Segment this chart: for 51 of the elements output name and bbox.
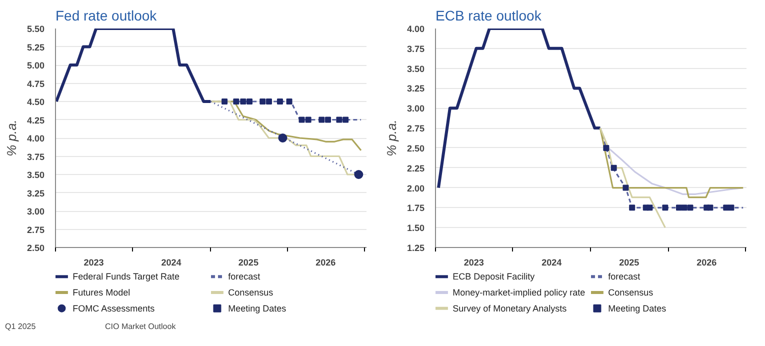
legend-label: Consensus <box>608 288 654 298</box>
y-tick-label: 2.50 <box>26 243 45 253</box>
y-tick-label: 5.00 <box>26 60 45 70</box>
text: Q1 2025 <box>5 321 36 332</box>
y-tick-label: 5.25 <box>26 42 45 52</box>
x-tick-label: 2024 <box>542 258 562 268</box>
legend-label: Consensus <box>228 288 274 298</box>
chart-title: Fed rate outlook <box>56 8 158 24</box>
y-axis-title: % p.a. <box>384 120 399 156</box>
legend-label: FOMC Assessments <box>72 303 156 314</box>
x-tick-label: 2026 <box>316 258 336 268</box>
y-tick-label: 3.75 <box>26 152 45 162</box>
legend-label: Meeting Dates <box>608 303 667 314</box>
y-tick-label: 2.75 <box>406 124 425 134</box>
y-tick-label: 4.50 <box>26 97 45 107</box>
chart-title: ECB rate outlook <box>436 8 542 24</box>
y-tick-label: 3.25 <box>406 84 425 94</box>
x-tick-label: 2025 <box>619 258 640 268</box>
y-tick-label: 2.75 <box>26 224 45 235</box>
text: CIO Market Outlook <box>105 321 176 332</box>
y-tick-label: 4.00 <box>406 24 425 34</box>
y-tick-label: 4.00 <box>26 134 45 144</box>
legend-label: ECB Deposit Facility <box>452 272 536 282</box>
legend-label: Money-market-implied policy rate <box>452 288 586 298</box>
legend-label: Survey of Monetary Analysts <box>452 303 568 314</box>
y-tick-label: 2.00 <box>406 183 425 194</box>
x-tick-label: 2026 <box>696 258 717 268</box>
legend-label: forecast <box>228 272 261 282</box>
y-tick-label: 2.25 <box>406 163 425 174</box>
x-tick-label: 2023 <box>84 258 104 268</box>
y-tick-label: 4.25 <box>26 115 45 126</box>
x-tick-label: 2025 <box>238 258 258 268</box>
y-tick-label: 3.50 <box>26 170 45 180</box>
y-axis-title: % p.a. <box>4 120 19 156</box>
legend-label: Meeting Dates <box>228 303 287 314</box>
y-tick-label: 3.25 <box>26 188 45 198</box>
legend-label: Federal Funds Target Rate <box>72 272 180 282</box>
y-tick-label: 1.50 <box>406 223 425 234</box>
x-tick-label: 2023 <box>464 258 484 268</box>
x-tick-label: 2024 <box>161 258 182 268</box>
y-tick-label: 1.25 <box>406 243 425 253</box>
y-tick-label: 3.75 <box>406 44 425 54</box>
y-tick-label: 4.75 <box>26 78 45 89</box>
legend-label: Futures Model <box>72 288 130 298</box>
y-tick-label: 3.00 <box>26 206 45 216</box>
y-tick-label: 1.75 <box>406 203 425 214</box>
legend-label: forecast <box>608 272 641 282</box>
y-tick-label: 2.50 <box>406 143 425 154</box>
y-tick-label: 3.00 <box>406 104 425 114</box>
y-tick-label: 3.50 <box>406 64 425 74</box>
y-tick-label: 5.50 <box>26 24 45 34</box>
